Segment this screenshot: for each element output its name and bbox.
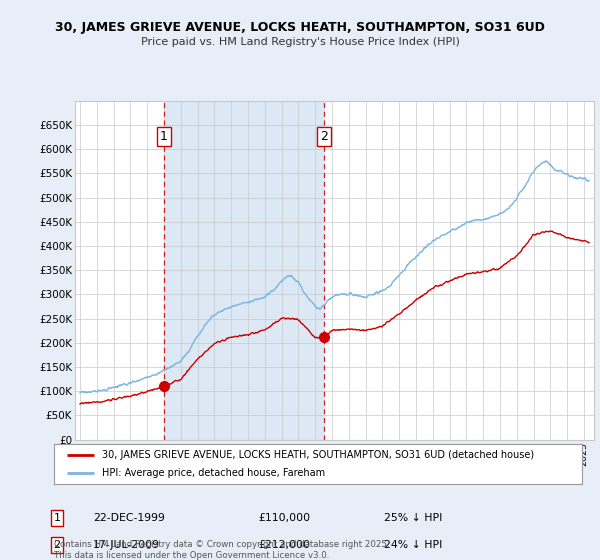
Text: 25% ↓ HPI: 25% ↓ HPI [384, 513, 442, 523]
Text: £212,000: £212,000 [258, 540, 310, 550]
Text: 17-JUL-2009: 17-JUL-2009 [93, 540, 160, 550]
Bar [164, 101, 324, 440]
Text: £110,000: £110,000 [258, 513, 310, 523]
Text: 30, JAMES GRIEVE AVENUE, LOCKS HEATH, SOUTHAMPTON, SO31 6UD: 30, JAMES GRIEVE AVENUE, LOCKS HEATH, SO… [55, 21, 545, 34]
Text: 1: 1 [53, 513, 61, 523]
Text: 2: 2 [53, 540, 61, 550]
Text: Contains HM Land Registry data © Crown copyright and database right 2025.
This d: Contains HM Land Registry data © Crown c… [54, 540, 389, 559]
Text: 22-DEC-1999: 22-DEC-1999 [93, 513, 165, 523]
Text: 30, JAMES GRIEVE AVENUE, LOCKS HEATH, SOUTHAMPTON, SO31 6UD (detached house): 30, JAMES GRIEVE AVENUE, LOCKS HEATH, SO… [101, 450, 533, 460]
Text: HPI: Average price, detached house, Fareham: HPI: Average price, detached house, Fare… [101, 468, 325, 478]
Text: 1: 1 [160, 130, 168, 143]
Text: Price paid vs. HM Land Registry's House Price Index (HPI): Price paid vs. HM Land Registry's House … [140, 37, 460, 47]
Text: 24% ↓ HPI: 24% ↓ HPI [384, 540, 442, 550]
Text: 2: 2 [320, 130, 328, 143]
